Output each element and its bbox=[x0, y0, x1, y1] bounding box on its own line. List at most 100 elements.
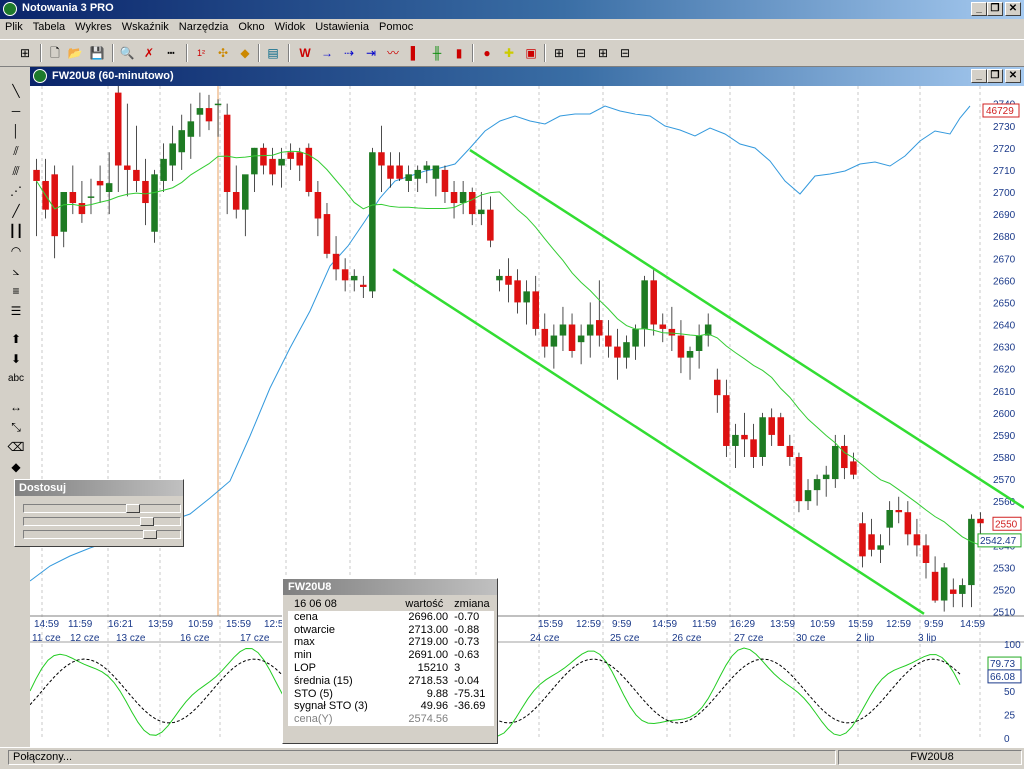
slider-3-thumb[interactable] bbox=[143, 530, 158, 539]
down-arrow-icon[interactable]: ⬇ bbox=[10, 352, 22, 366]
candle-body bbox=[623, 342, 630, 358]
up-arrow-icon[interactable]: ⬆ bbox=[10, 332, 22, 346]
info-row: otwarcie 2713.00 -0.88 bbox=[288, 623, 494, 637]
candle-body bbox=[795, 457, 803, 502]
menu-plik[interactable]: Plik bbox=[5, 21, 23, 33]
slider-2-thumb[interactable] bbox=[140, 517, 155, 526]
candle-body bbox=[369, 152, 376, 292]
period-icon[interactable]: 1² bbox=[196, 48, 205, 58]
diagonal-line-icon[interactable]: ╲ bbox=[12, 84, 20, 98]
chart-close-button[interactable]: ✕ bbox=[1005, 69, 1021, 83]
candle-body bbox=[750, 439, 757, 457]
text-tool-icon[interactable]: abc bbox=[7, 373, 25, 384]
arcs-icon[interactable]: ◠ bbox=[10, 244, 22, 258]
delete-zoom-icon[interactable]: ✗ bbox=[143, 46, 155, 60]
window-add-icon[interactable]: ▣ bbox=[525, 46, 537, 60]
save-icon[interactable]: 💾 bbox=[89, 46, 105, 60]
candle-body bbox=[577, 335, 585, 343]
arrow-line-icon[interactable]: → bbox=[321, 46, 333, 60]
chart-minimize-button[interactable]: _ bbox=[971, 69, 987, 83]
candle-body bbox=[332, 253, 340, 270]
slider-3[interactable] bbox=[23, 530, 181, 539]
retracement-icon[interactable]: ☰ bbox=[10, 304, 22, 318]
candle-body bbox=[605, 335, 612, 347]
slider-1[interactable] bbox=[23, 504, 181, 513]
channel-icon[interactable]: ⫻ bbox=[12, 164, 20, 178]
arrow-right-icon[interactable]: ⇥ bbox=[365, 46, 377, 60]
price-chart[interactable]: 2740273027202710270026902680267026602650… bbox=[30, 86, 1024, 747]
minimize-button[interactable]: _ bbox=[971, 2, 987, 16]
layout-3-icon[interactable]: ⊞ bbox=[597, 46, 609, 60]
move-icon[interactable]: ↔ bbox=[10, 400, 22, 414]
candle-body bbox=[196, 108, 204, 115]
layout-4-icon[interactable]: ⊟ bbox=[619, 46, 631, 60]
zoom-icon[interactable]: 🔍 bbox=[119, 46, 135, 60]
candle-body bbox=[278, 158, 285, 166]
menu-wykres[interactable]: Wykres bbox=[75, 21, 112, 33]
slider-1-thumb[interactable] bbox=[126, 504, 141, 513]
time-tick-label: 11:59 bbox=[68, 619, 93, 630]
vertical-line-icon[interactable]: │ bbox=[12, 124, 20, 138]
horizontal-line-icon[interactable]: ─ bbox=[11, 104, 21, 118]
candle-body bbox=[913, 534, 921, 546]
ruler-icon[interactable]: ┅ bbox=[167, 46, 175, 60]
erase-all-icon[interactable]: ◆ bbox=[11, 460, 21, 474]
menu-pomoc[interactable]: Pomoc bbox=[379, 21, 414, 33]
menu-wskaznik[interactable]: Wskaźnik bbox=[121, 21, 169, 33]
grid-icon[interactable]: ⊞ bbox=[19, 46, 31, 60]
moving-average-line bbox=[36, 150, 981, 546]
candle-body bbox=[568, 324, 576, 351]
resize-icon[interactable]: ⤡ bbox=[11, 420, 21, 434]
candle-body bbox=[650, 280, 657, 325]
candle-body bbox=[586, 324, 594, 336]
menu-tabela[interactable]: Tabela bbox=[32, 21, 66, 33]
lop-value-box bbox=[982, 103, 1020, 118]
chart-window-icon bbox=[33, 69, 47, 83]
candle-body bbox=[886, 510, 893, 528]
menu-narzedzia[interactable]: Narzędzia bbox=[178, 21, 229, 33]
alert-icon[interactable]: ✚ bbox=[503, 46, 515, 60]
price-axis-tick: 2700 bbox=[993, 188, 1016, 199]
table-icon[interactable]: ▤ bbox=[267, 46, 279, 60]
marker-icon[interactable]: ◆ bbox=[240, 46, 250, 60]
candle-body bbox=[641, 280, 648, 329]
slider-2[interactable] bbox=[23, 517, 181, 526]
new-file-icon[interactable]: 🗋 bbox=[50, 46, 60, 60]
line-chart-icon[interactable]: 〰 bbox=[386, 46, 399, 60]
maximize-button[interactable]: ❐ bbox=[987, 2, 1003, 16]
eraser-icon[interactable]: ⌫ bbox=[7, 440, 25, 454]
close-button[interactable]: ✕ bbox=[1005, 2, 1021, 16]
candle-body bbox=[87, 196, 95, 198]
candle-body bbox=[695, 335, 703, 351]
menu-widok[interactable]: Widok bbox=[274, 21, 306, 33]
speed-lines-icon[interactable]: ⦣ bbox=[12, 264, 20, 278]
candle-body bbox=[895, 510, 903, 513]
layout-2-icon[interactable]: ⊟ bbox=[575, 46, 587, 60]
status-bar: Połączony... FW20U8 bbox=[0, 747, 1024, 769]
candle-icon[interactable]: ▮ bbox=[455, 46, 463, 60]
fan-icon[interactable]: ⋰ bbox=[10, 184, 22, 198]
toolbar: ⊞ 🗋 📂 💾 🔍 ✗ ┅ 1² ✣ ◆ ▤ W → ⇢ ⇥ 〰 ▌ ╫ ▮ ●… bbox=[0, 39, 1024, 67]
menu-okno[interactable]: Okno bbox=[238, 21, 265, 33]
candle-body bbox=[69, 192, 77, 204]
bar-chart-icon[interactable]: ▌ bbox=[410, 46, 420, 60]
open-folder-icon[interactable]: 📂 bbox=[67, 46, 83, 60]
parallel-lines-icon[interactable]: ⫽ bbox=[13, 144, 19, 158]
crosshair-icon[interactable]: ✣ bbox=[217, 46, 229, 60]
date-tick-label: 26 cze bbox=[672, 633, 702, 644]
chart-maximize-button[interactable]: ❐ bbox=[987, 69, 1003, 83]
time-tick-label: 9:59 bbox=[924, 619, 944, 630]
ohlc-icon[interactable]: ╫ bbox=[432, 46, 442, 60]
cycle-lines-icon[interactable]: ┃┃ bbox=[8, 224, 24, 238]
indicator-w-icon[interactable]: W bbox=[299, 46, 311, 60]
candle-body bbox=[296, 152, 304, 166]
signal-icon[interactable]: ● bbox=[483, 46, 491, 60]
candle-body bbox=[713, 379, 721, 396]
trend-line-icon[interactable]: ╱ bbox=[12, 204, 20, 218]
fibonacci-icon[interactable]: ≡ bbox=[12, 284, 20, 298]
menu-ustawienia[interactable]: Ustawienia bbox=[315, 21, 369, 33]
info-row: LOP 15210 3 bbox=[288, 661, 494, 675]
arrow-down-icon[interactable]: ⇢ bbox=[343, 46, 355, 60]
candle-body bbox=[314, 192, 322, 219]
layout-1-icon[interactable]: ⊞ bbox=[553, 46, 565, 60]
